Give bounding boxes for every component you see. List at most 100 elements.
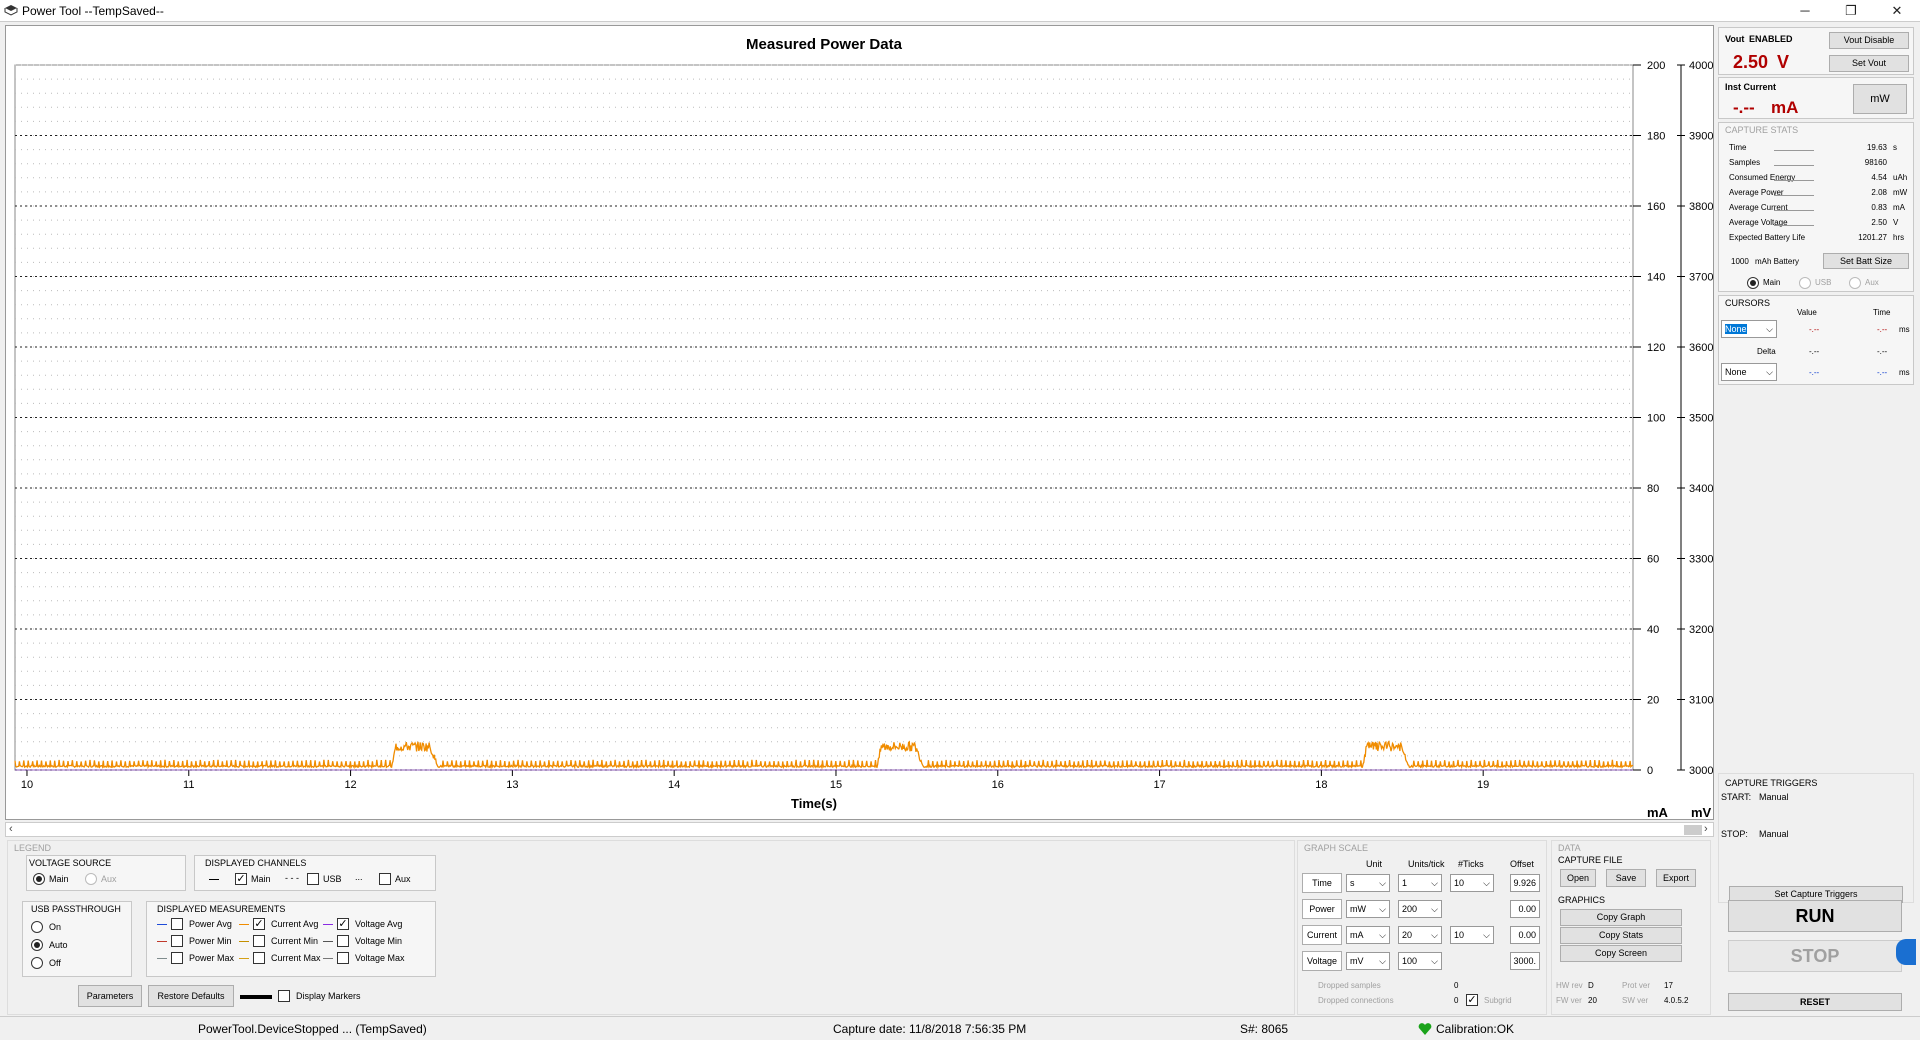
stats-main-label: Main [1763, 278, 1781, 287]
copy-stats-button[interactable]: Copy Stats [1560, 927, 1682, 944]
scale-unit-value: mW [1350, 904, 1366, 914]
y-right-tick-label: 3900 [1689, 131, 1713, 143]
ch-aux-checkbox[interactable] [379, 873, 391, 885]
stat-unit: uAh [1893, 173, 1908, 182]
display-markers-checkbox[interactable] [278, 990, 290, 1002]
scale-offset-input[interactable]: 3000. [1510, 952, 1540, 970]
prot-ver-value: 17 [1664, 981, 1673, 990]
usb-on-label: On [49, 922, 62, 932]
cursor2-val: -.-- [1809, 368, 1820, 377]
scroll-thumb[interactable] [1684, 825, 1702, 835]
stop-button[interactable]: STOP [1728, 940, 1902, 972]
usb-on-radio[interactable] [31, 921, 43, 933]
y-left-tick-label: 180 [1647, 131, 1665, 143]
y-right-tick-label: 3300 [1689, 554, 1713, 566]
x-axis-label: Time(s) [791, 796, 837, 811]
measurement-checkbox[interactable] [337, 952, 349, 964]
restore-defaults-button[interactable]: Restore Defaults [148, 985, 234, 1007]
subgrid-checkbox[interactable]: ✓ [1466, 994, 1478, 1006]
stat-leader-line [1774, 150, 1814, 151]
scale-offset-input[interactable]: 0.00 [1510, 900, 1540, 918]
main-line-icon [209, 879, 219, 880]
stats-usb-label: USB [1815, 278, 1832, 287]
power-graph[interactable]: 200 4000 180 3900 160 3800 140 3700 120 3600 100 35… [5, 25, 1714, 820]
mw-button[interactable]: mW [1853, 84, 1907, 114]
x-tick-label: 14 [668, 779, 680, 791]
parameters-button[interactable]: Parameters [78, 985, 142, 1007]
minimize-icon[interactable]: ─ [1800, 3, 1810, 18]
x-tick-label: 11 [183, 779, 194, 791]
measurement-color-icon [157, 924, 167, 925]
scroll-right-icon[interactable]: › [1704, 823, 1708, 835]
scale-upt-select[interactable]: 1 ⌵ [1398, 874, 1442, 892]
aux-dot-icon: ... [355, 872, 363, 882]
graph-scrollbar[interactable]: ‹ › [5, 822, 1714, 837]
cursor1-select[interactable]: None ⌵ [1721, 320, 1777, 338]
stat-unit: mA [1893, 203, 1905, 212]
reset-button[interactable]: RESET [1728, 993, 1902, 1011]
scale-unit-select[interactable]: mW ⌵ [1346, 900, 1390, 918]
teamviewer-tab-icon[interactable] [1896, 939, 1916, 965]
measurement-label: Power Avg [189, 919, 232, 929]
usb-auto-radio[interactable] [31, 939, 43, 951]
measurement-checkbox[interactable]: ✓ [337, 918, 349, 930]
measurement-color-icon [239, 958, 249, 959]
stat-value: 19.63 [1866, 143, 1887, 152]
measurement-checkbox[interactable] [253, 935, 265, 947]
measurement-label: Voltage Max [355, 953, 405, 963]
legend-title: LEGEND [14, 843, 52, 853]
scale-offset-input[interactable]: 9.926 [1510, 874, 1540, 892]
scale-unit-select[interactable]: mA ⌵ [1346, 926, 1390, 944]
measurement-color-icon [323, 958, 333, 959]
measurement-color-icon [323, 941, 333, 942]
stats-main-radio[interactable] [1747, 277, 1759, 289]
measurement-checkbox[interactable]: ✓ [253, 918, 265, 930]
x-tick-label: 10 [21, 779, 33, 791]
set-batt-size-button[interactable]: Set Batt Size [1823, 253, 1909, 269]
maximize-icon[interactable]: ❐ [1845, 3, 1857, 18]
stats-aux-radio[interactable] [1849, 277, 1861, 289]
hw-rev-value: D [1588, 981, 1594, 990]
title-bar: Power Tool --TempSaved-- ─ ❐ ✕ [0, 0, 1920, 22]
usb-off-radio[interactable] [31, 957, 43, 969]
voltage-source-title: VOLTAGE SOURCE [29, 858, 112, 868]
save-button[interactable]: Save [1606, 869, 1646, 887]
scale-ticks-select[interactable]: 10 ⌵ [1450, 926, 1494, 944]
copy-graph-button[interactable]: Copy Graph [1560, 909, 1682, 926]
close-icon[interactable]: ✕ [1891, 3, 1903, 18]
stats-usb-radio[interactable] [1799, 277, 1811, 289]
set-vout-button[interactable]: Set Vout [1829, 55, 1909, 72]
chart-title: Measured Power Data [746, 36, 903, 53]
ch-usb-checkbox[interactable] [307, 873, 319, 885]
y-left-tick-label: 140 [1647, 272, 1665, 284]
scale-upt-select[interactable]: 100 ⌵ [1398, 952, 1442, 970]
ch-usb-label: USB [323, 874, 342, 884]
scale-upt-select[interactable]: 20 ⌵ [1398, 926, 1442, 944]
measurement-label: Power Max [189, 953, 235, 963]
vout-disable-button[interactable]: Vout Disable [1829, 32, 1909, 49]
export-button[interactable]: Export [1656, 869, 1696, 887]
scale-row-label: Voltage [1302, 951, 1342, 971]
bottom-panel: LEGEND VOLTAGE SOURCE Main Aux DISPLAYED… [5, 840, 1714, 1015]
scale-ticks-select[interactable]: 10 ⌵ [1450, 874, 1494, 892]
scale-unit-select[interactable]: mV ⌵ [1346, 952, 1390, 970]
run-button[interactable]: RUN [1728, 900, 1902, 932]
open-button[interactable]: Open [1560, 869, 1596, 887]
copy-screen-button[interactable]: Copy Screen [1560, 945, 1682, 962]
scale-upt-select[interactable]: 200 ⌵ [1398, 900, 1442, 918]
measurement-checkbox[interactable] [171, 918, 183, 930]
scale-unit-select[interactable]: s ⌵ [1346, 874, 1390, 892]
scale-offset-input[interactable]: 0.00 [1510, 926, 1540, 944]
vsrc-aux-radio[interactable] [85, 873, 97, 885]
vsrc-main-radio[interactable] [33, 873, 45, 885]
ch-main-checkbox[interactable]: ✓ [235, 873, 247, 885]
chevron-down-icon: ⌵ [1431, 878, 1438, 888]
measurement-checkbox[interactable] [337, 935, 349, 947]
scroll-left-icon[interactable]: ‹ [9, 823, 13, 835]
measurement-checkbox[interactable] [171, 952, 183, 964]
x-tick-label: 12 [344, 779, 356, 791]
measurement-checkbox[interactable] [253, 952, 265, 964]
cursor2-select[interactable]: None ⌵ [1721, 363, 1777, 381]
vsrc-main-label: Main [49, 874, 69, 884]
measurement-checkbox[interactable] [171, 935, 183, 947]
